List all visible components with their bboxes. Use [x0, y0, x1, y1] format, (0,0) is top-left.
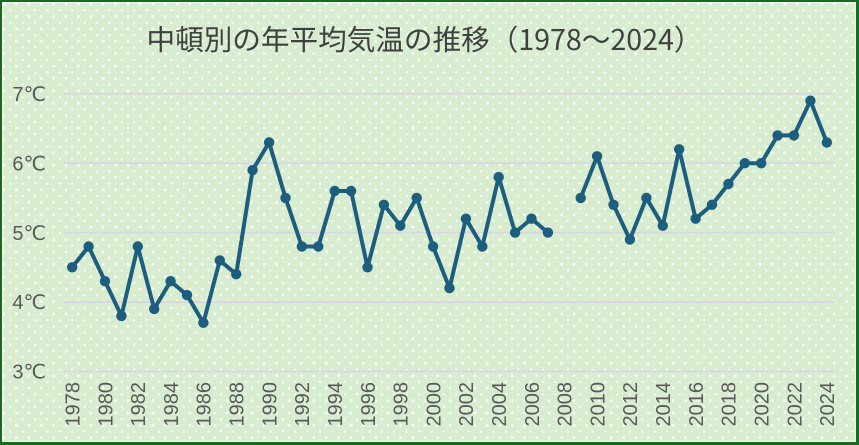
data-point-marker — [280, 192, 291, 204]
x-axis-tick-label: 1984 — [161, 382, 183, 427]
data-point-marker — [477, 241, 488, 252]
x-axis-tick-label: 1980 — [95, 382, 117, 427]
data-point-marker — [690, 213, 701, 224]
data-point-marker — [247, 164, 258, 176]
data-point-marker — [509, 227, 521, 238]
data-point-marker — [444, 282, 455, 294]
data-point-marker — [460, 213, 472, 224]
data-point-marker — [608, 199, 619, 210]
data-point-marker — [149, 303, 160, 315]
data-point-marker — [641, 192, 652, 204]
data-point-marker — [427, 241, 439, 252]
data-point-marker — [296, 241, 308, 252]
data-point-marker — [493, 171, 504, 183]
data-point-marker — [805, 95, 816, 106]
data-point-marker — [575, 192, 586, 204]
data-point-marker — [624, 234, 636, 245]
data-point-marker — [313, 241, 324, 252]
x-axis-tick-label: 2004 — [489, 382, 511, 427]
x-axis-tick-label: 2014 — [653, 382, 675, 427]
x-axis-tick-label: 1988 — [227, 382, 249, 427]
data-point-marker — [99, 276, 111, 287]
x-axis-tick-label: 1992 — [292, 382, 314, 427]
temperature-series — [67, 95, 832, 328]
x-axis-tick-label: 2002 — [456, 382, 478, 427]
y-axis-tick-label: 3℃ — [12, 362, 46, 384]
x-axis-tick-label: 2020 — [751, 382, 773, 427]
x-axis-tick-label: 2012 — [620, 382, 642, 427]
data-point-marker — [739, 158, 750, 169]
data-point-marker — [395, 220, 406, 231]
x-axis-labels: 1978 1980 1982 1984 1986 1988 1990 1992 1994 1996… — [63, 382, 840, 427]
x-axis-tick-label: 1986 — [194, 382, 216, 427]
y-axis-tick-label: 6℃ — [12, 153, 46, 175]
data-point-marker — [723, 178, 734, 190]
x-axis-tick-label: 2024 — [817, 382, 839, 427]
data-point-marker — [526, 213, 537, 224]
x-axis-tick-label: 1994 — [325, 382, 347, 427]
x-axis-tick-label: 2010 — [587, 382, 609, 427]
data-point-marker — [116, 310, 127, 322]
data-point-marker — [214, 255, 225, 266]
y-axis-tick-label: 7℃ — [12, 84, 46, 106]
data-point-marker — [591, 151, 603, 162]
data-point-marker — [231, 269, 242, 280]
chart-title — [149, 25, 683, 53]
x-axis-tick-label: 1990 — [259, 382, 281, 427]
series-line — [70, 98, 829, 325]
x-axis-tick-label: 2008 — [555, 382, 577, 427]
x-axis-tick-label: 2022 — [784, 382, 806, 427]
data-point-marker — [362, 262, 373, 273]
data-point-marker — [657, 220, 668, 231]
x-axis-tick-label: 2006 — [522, 382, 544, 427]
data-point-marker — [411, 192, 422, 204]
data-point-marker — [198, 317, 209, 328]
gridlines — [64, 92, 835, 373]
x-axis-tick-label: 1996 — [358, 382, 380, 427]
data-point-marker — [132, 241, 143, 252]
data-point-marker — [378, 199, 390, 210]
x-axis-tick-label: 1978 — [63, 382, 85, 427]
data-point-marker — [788, 130, 800, 141]
data-point-marker — [821, 137, 832, 148]
x-axis-tick-label: 1998 — [391, 382, 413, 427]
data-point-marker — [83, 241, 94, 252]
data-point-marker — [67, 262, 78, 273]
y-axis-tick-label: 5℃ — [12, 223, 46, 245]
data-point-marker — [542, 227, 554, 238]
x-axis-tick-label: 2000 — [423, 382, 445, 427]
data-point-marker — [674, 144, 685, 155]
data-point-marker — [772, 130, 783, 141]
y-axis-tick-label: 4℃ — [12, 292, 46, 314]
chart-title-glyphs — [149, 25, 683, 53]
data-point-marker — [756, 158, 767, 169]
x-axis-tick-label: 2016 — [686, 382, 708, 427]
data-point-marker — [329, 185, 340, 197]
data-point-marker — [263, 137, 275, 148]
x-axis-tick-label: 1982 — [128, 382, 150, 427]
data-point-marker — [345, 185, 357, 197]
data-point-marker — [181, 289, 193, 301]
x-axis-tick-label: 2018 — [719, 382, 741, 427]
y-axis-labels: 7℃ 6℃ 5℃ 4℃ 3℃ — [12, 84, 46, 384]
data-point-marker — [165, 276, 176, 287]
data-point-marker — [706, 199, 718, 210]
